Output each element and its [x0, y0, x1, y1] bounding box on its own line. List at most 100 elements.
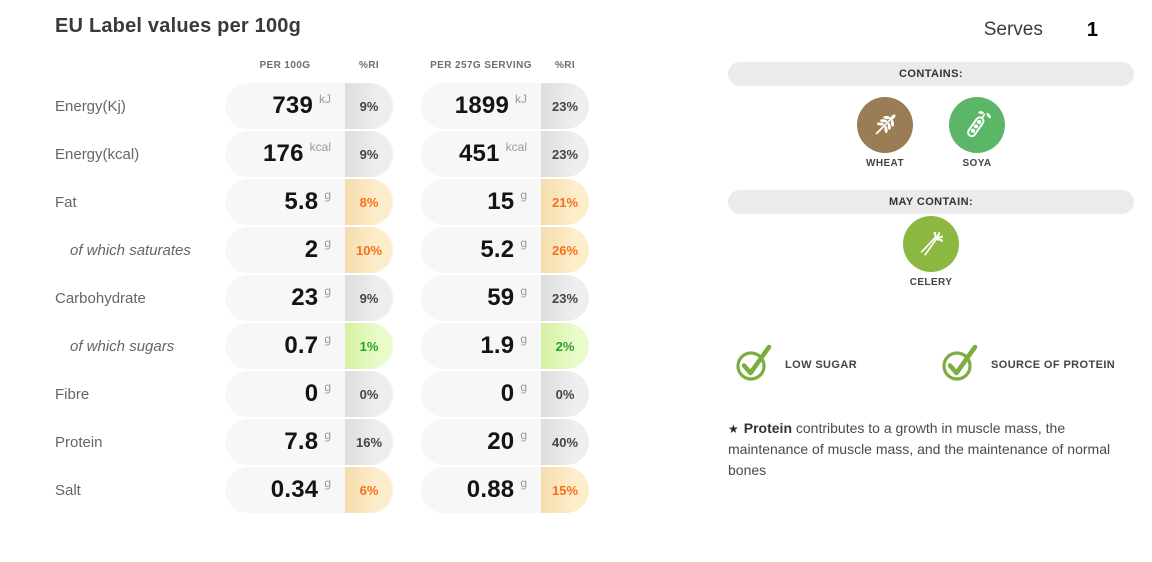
celery-icon: [903, 216, 959, 272]
per100-value: 2 g: [225, 227, 345, 273]
table-row: Fat 5.8 g 8% 15 g 21%: [55, 178, 600, 226]
nutrient-label: Energy(kcal): [55, 145, 140, 163]
unit-label: g: [324, 236, 331, 250]
table-header-row: PER 100G %RI PER 257G SERVING %RI: [55, 56, 600, 74]
allergen-wheat: WHEAT: [849, 97, 921, 169]
per100-value: 739 kJ: [225, 83, 345, 129]
serving-pill: 1899 kJ 23%: [421, 83, 589, 129]
per100-ri-badge: 9%: [345, 83, 393, 129]
per100-ri-badge: 10%: [345, 227, 393, 273]
serving-ri-badge: 21%: [541, 179, 589, 225]
allergen-soya: SOYA: [941, 97, 1013, 169]
table-row: Protein 7.8 g 16% 20 g 40%: [55, 418, 600, 466]
serving-pill: 0 g 0%: [421, 371, 589, 417]
claim-low-sugar: LOW SUGAR: [735, 341, 941, 388]
per100-ri-badge: 9%: [345, 275, 393, 321]
allergen-celery: CELERY: [895, 216, 967, 288]
per100-ri-badge: 9%: [345, 131, 393, 177]
serving-pill: 15 g 21%: [421, 179, 589, 225]
per100-value: 7.8 g: [225, 419, 345, 465]
allergen-soya-label: SOYA: [962, 158, 992, 169]
wheat-icon: [857, 97, 913, 153]
soya-icon: [949, 97, 1005, 153]
per100-value: 5.8 g: [225, 179, 345, 225]
serving-value: 1899 kJ: [421, 83, 541, 129]
per100-value: 0.34 g: [225, 467, 345, 513]
nutrition-table-section: EU Label values per 100g PER 100G %RI PE…: [55, 15, 600, 514]
serving-value: 0.88 g: [421, 467, 541, 513]
nutrient-label: Salt: [55, 481, 81, 499]
contains-items: WHEAT: [728, 97, 1134, 169]
per100-pill: 0 g 0%: [225, 371, 393, 417]
allergen-panel: Serves 1 CONTAINS:: [728, 15, 1134, 481]
per100-ri-badge: 16%: [345, 419, 393, 465]
may-contain-header-label: MAY CONTAIN:: [888, 196, 974, 208]
per100-value: 0 g: [225, 371, 345, 417]
serving-value: 20 g: [421, 419, 541, 465]
serving-ri-badge: 15%: [541, 467, 589, 513]
serving-value: 5.2 g: [421, 227, 541, 273]
column-header-ri-2: %RI: [554, 59, 576, 71]
serving-ri-badge: 26%: [541, 227, 589, 273]
per100-pill: 176 kcal 9%: [225, 131, 393, 177]
allergen-wheat-label: WHEAT: [866, 158, 904, 169]
nutrient-label: Fat: [55, 193, 77, 211]
per100-ri-badge: 6%: [345, 467, 393, 513]
serving-value: 451 kcal: [421, 131, 541, 177]
serving-value: 59 g: [421, 275, 541, 321]
serving-value: 1.9 g: [421, 323, 541, 369]
unit-label: kcal: [309, 140, 331, 154]
serves-row: Serves 1: [728, 15, 1134, 45]
unit-label: g: [324, 428, 331, 442]
unit-label: kJ: [515, 92, 527, 106]
per100-pill: 2 g 10%: [225, 227, 393, 273]
may-contain-header-bar: MAY CONTAIN:: [728, 190, 1134, 214]
page-title: EU Label values per 100g: [55, 15, 302, 37]
unit-label: g: [520, 236, 527, 250]
unit-label: g: [324, 332, 331, 346]
serving-pill: 1.9 g 2%: [421, 323, 589, 369]
note-bold-word: Protein: [743, 420, 792, 436]
column-header-ri-1: %RI: [358, 59, 380, 71]
table-row: Energy(kcal) 176 kcal 9% 451 kcal 23%: [55, 130, 600, 178]
nutrient-label: Carbohydrate: [55, 289, 146, 307]
nutrient-label: of which sugars: [70, 337, 175, 355]
per100-value: 23 g: [225, 275, 345, 321]
contains-header-label: CONTAINS:: [899, 68, 963, 80]
serving-pill: 0.88 g 15%: [421, 467, 589, 513]
nutrient-label: Fibre: [55, 385, 90, 403]
claim-source-of-protein-label: SOURCE OF PROTEIN: [991, 358, 1116, 371]
check-icon: [735, 341, 775, 388]
note-text: contributes to a growth in muscle mass, …: [728, 420, 1111, 478]
per100-pill: 0.7 g 1%: [225, 323, 393, 369]
table-row: Energy(Kj) 739 kJ 9% 1899 kJ 23%: [55, 82, 600, 130]
serving-value: 0 g: [421, 371, 541, 417]
serving-pill: 20 g 40%: [421, 419, 589, 465]
per100-value: 176 kcal: [225, 131, 345, 177]
serving-ri-badge: 0%: [541, 371, 589, 417]
table-rows: Energy(Kj) 739 kJ 9% 1899 kJ 23% Energy(…: [55, 82, 600, 514]
column-header-per100: PER 100G: [259, 59, 311, 71]
may-contain-items: CELERY: [728, 216, 1134, 288]
unit-label: g: [520, 428, 527, 442]
serving-ri-badge: 23%: [541, 83, 589, 129]
unit-label: g: [324, 380, 331, 394]
contains-header-bar: CONTAINS:: [728, 62, 1134, 86]
per100-pill: 739 kJ 9%: [225, 83, 393, 129]
table-row: Salt 0.34 g 6% 0.88 g 15%: [55, 466, 600, 514]
nutrient-label: of which saturates: [70, 241, 191, 259]
unit-label: kJ: [319, 92, 331, 106]
table-row: Carbohydrate 23 g 9% 59 g 23%: [55, 274, 600, 322]
serving-ri-badge: 23%: [541, 275, 589, 321]
unit-label: g: [324, 284, 331, 298]
claims-row: LOW SUGAR SOURCE OF PROTEIN: [728, 341, 1134, 388]
per100-pill: 5.8 g 8%: [225, 179, 393, 225]
table-row: of which saturates 2 g 10% 5.2 g 26%: [55, 226, 600, 274]
star-icon: ★: [728, 422, 739, 436]
unit-label: g: [520, 188, 527, 202]
serving-pill: 451 kcal 23%: [421, 131, 589, 177]
nutrient-label: Energy(Kj): [55, 97, 126, 115]
per100-ri-badge: 1%: [345, 323, 393, 369]
claim-low-sugar-label: LOW SUGAR: [785, 358, 858, 371]
